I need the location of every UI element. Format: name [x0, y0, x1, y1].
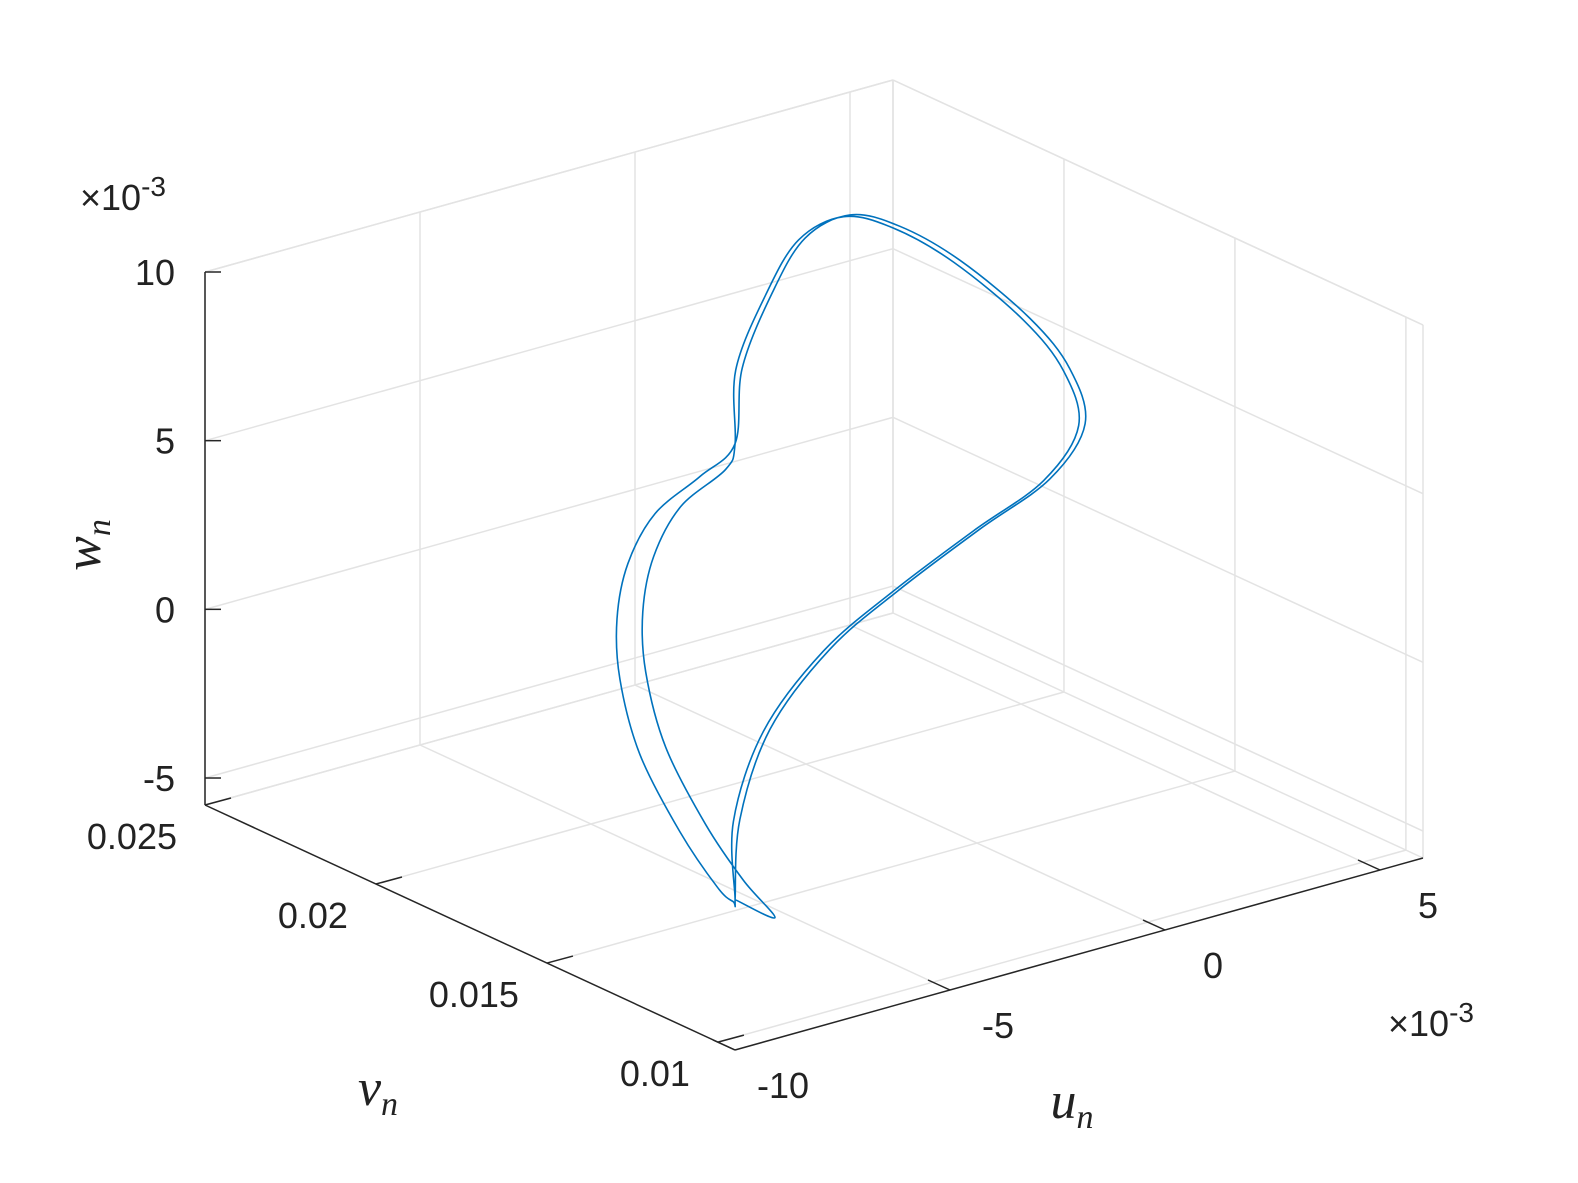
x-tick — [1357, 859, 1381, 871]
z-axis-label: wn — [55, 519, 118, 571]
z-tick-label: -5 — [143, 758, 175, 799]
x-tick — [927, 979, 951, 991]
grid-line — [204, 612, 894, 806]
x-tick-label: 0 — [1203, 945, 1223, 986]
z-multiplier-exponent: -3 — [141, 171, 166, 202]
y-tick — [375, 876, 403, 885]
axes: -10 -5 0 5 0.01 0.015 0.02 0.025 -5 0 5 10 — [87, 252, 1438, 1106]
y-tick — [204, 797, 232, 806]
x-label-symbol: u — [1051, 1073, 1077, 1130]
y-tick-label: 0.015 — [429, 974, 519, 1015]
z-multiplier: ×10-3 — [80, 171, 166, 218]
y-label-subscript: n — [381, 1086, 398, 1123]
z-tick-label: 0 — [155, 589, 175, 630]
grid-line — [892, 585, 1424, 832]
x-tick — [1142, 919, 1166, 931]
x-axis-label: un — [1051, 1073, 1094, 1136]
x-multiplier-exponent: -3 — [1449, 997, 1474, 1028]
y-tick-label: 0.01 — [620, 1053, 690, 1094]
curve — [615, 213, 1087, 919]
y-label-symbol: v — [358, 1060, 382, 1117]
grid-line — [634, 684, 1166, 931]
grid-line — [892, 416, 1424, 664]
grid-line — [204, 585, 894, 779]
y-tick — [546, 955, 574, 964]
grid-line — [849, 624, 1381, 871]
y-tick-label: 0.02 — [278, 895, 348, 936]
x-tick-label: -5 — [982, 1005, 1014, 1046]
x-axis-line — [734, 857, 1424, 1051]
x-tick — [712, 1039, 736, 1051]
y-tick-label: 0.025 — [87, 816, 177, 857]
z-label-symbol: w — [55, 536, 112, 571]
y-axis-line — [204, 804, 736, 1051]
z-label-subscript: n — [81, 519, 118, 536]
x-multiplier: ×10-3 — [1388, 997, 1474, 1044]
z-tick-label: 5 — [155, 421, 175, 462]
x-label-subscript: n — [1077, 1099, 1094, 1136]
grid-line — [204, 79, 894, 273]
grid-line — [204, 416, 894, 611]
grid-line — [546, 770, 1236, 964]
grid-line — [892, 79, 1424, 326]
trajectory — [615, 213, 1087, 919]
z-multiplier-base: ×10 — [80, 177, 141, 218]
y-tick — [717, 1034, 745, 1043]
box-edge — [892, 612, 1424, 859]
grid-line — [419, 744, 951, 991]
x-tick-label: 5 — [1418, 885, 1438, 926]
x-multiplier-base: ×10 — [1388, 1003, 1449, 1044]
y-axis-label: vn — [358, 1060, 398, 1123]
grid-line — [717, 849, 1407, 1043]
grid-line — [375, 691, 1065, 885]
grid-line — [892, 247, 1424, 495]
z-tick-label: 10 — [135, 252, 175, 293]
grid — [204, 79, 1424, 1051]
grid-line — [204, 247, 894, 442]
x-tick-label: -10 — [757, 1065, 809, 1106]
